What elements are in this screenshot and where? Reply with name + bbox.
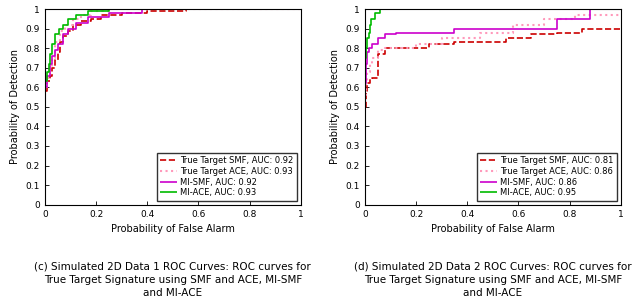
Y-axis label: Probability of Detection: Probability of Detection — [330, 49, 340, 164]
X-axis label: Probability of False Alarm: Probability of False Alarm — [111, 224, 235, 234]
Y-axis label: Probability of Detection: Probability of Detection — [10, 49, 20, 164]
Text: (c) Simulated 2D Data 1 ROC Curves: ROC curves for
True Target Signature using S: (c) Simulated 2D Data 1 ROC Curves: ROC … — [35, 262, 311, 298]
X-axis label: Probability of False Alarm: Probability of False Alarm — [431, 224, 555, 234]
Text: (d) Simulated 2D Data 2 ROC Curves: ROC curves for
True Target Signature using S: (d) Simulated 2D Data 2 ROC Curves: ROC … — [354, 262, 632, 298]
Legend: True Target SMF, AUC: 0.92, True Target ACE, AUC: 0.93, MI-SMF, AUC: 0.92, MI-AC: True Target SMF, AUC: 0.92, True Target … — [157, 153, 296, 200]
Legend: True Target SMF, AUC: 0.81, True Target ACE, AUC: 0.86, MI-SMF, AUC: 0.86, MI-AC: True Target SMF, AUC: 0.81, True Target … — [477, 153, 616, 200]
